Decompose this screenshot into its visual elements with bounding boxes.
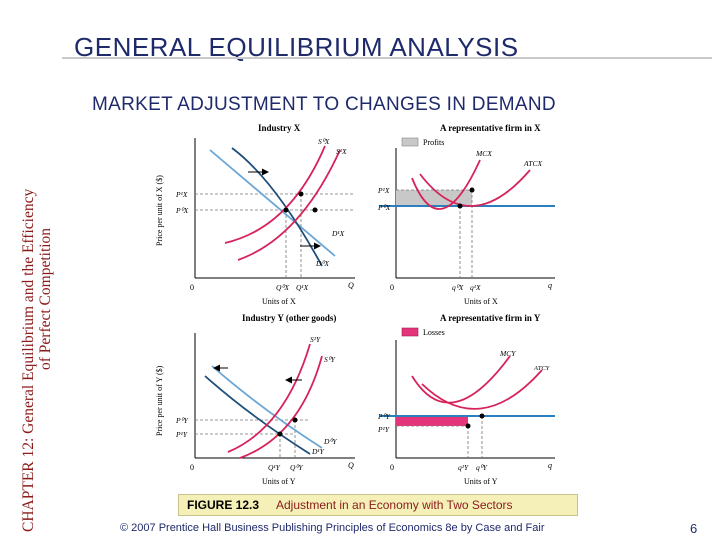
- industry-x-demand-old: [209, 149, 336, 257]
- firm-x-title: A representative firm in X: [440, 123, 541, 133]
- industry-x-label-s0: S⁰X: [318, 137, 330, 146]
- industry-y-eq-initial: [292, 417, 298, 423]
- industry-x-eq-initial: [283, 207, 289, 213]
- firm-x-label-q0: q⁰X: [452, 283, 464, 292]
- industry-x-supply-old: [224, 145, 326, 244]
- panel-industry-y: Industry Y (other goods) Price per unit …: [155, 313, 355, 486]
- firm-x-legend-swatch: [401, 137, 419, 147]
- firm-y-label-mc: MCY: [499, 349, 516, 358]
- page-subtitle: MARKET ADJUSTMENT TO CHANGES IN DEMAND: [92, 94, 556, 115]
- firm-x-label-q1: q¹X: [470, 283, 481, 292]
- firm-y-mc-curve: [411, 355, 511, 404]
- industry-y-eq-new: [277, 431, 283, 437]
- industry-y-label-p1: P¹Y: [175, 430, 188, 439]
- firm-y-title: A representative firm in Y: [440, 313, 541, 323]
- industry-y-label-s0: S⁰Y: [324, 355, 336, 364]
- industry-x-y-axis-label: Price per unit of X ($): [155, 175, 164, 246]
- firm-x-mc-curve: [411, 159, 481, 210]
- industry-x-label-p1: P¹X: [175, 190, 188, 199]
- firm-x-label-atc: ATCX: [523, 159, 542, 168]
- firm-y-atc-curve: [421, 369, 543, 410]
- industry-x-demand-new: [231, 147, 323, 267]
- firm-y-label-q0: q⁰Y: [476, 463, 488, 472]
- panel-industry-x: Industry X Price per unit of X ($) 0 Q U…: [155, 123, 355, 306]
- panel-firm-x: A representative firm in X Profits 0 q U…: [377, 123, 555, 306]
- industry-x-label-d1: D¹X: [331, 229, 345, 238]
- industry-y-origin: 0: [190, 463, 194, 472]
- industry-y-q-label: Q: [348, 461, 354, 470]
- firm-x-atc-curve: [419, 169, 531, 207]
- firm-y-origin: 0: [390, 463, 394, 472]
- figure-caption-text: Adjustment in an Economy with Two Sector…: [276, 498, 513, 512]
- industry-y-label-d0: D⁰Y: [323, 437, 337, 446]
- industry-x-q-label: Q: [348, 281, 354, 290]
- firm-x-q-label: q: [548, 281, 552, 290]
- panel-firm-y: A representative firm in Y Losses 0 q Un…: [377, 313, 555, 486]
- firm-x-label-mc: MCX: [475, 149, 492, 158]
- side-title: CHAPTER 12: General Equilibrium and the …: [0, 0, 58, 540]
- firm-x-label-p0: P⁰X: [377, 203, 391, 212]
- industry-x-label-q0: Q⁰X: [276, 283, 289, 292]
- industry-x-supply-new: [237, 149, 341, 261]
- figure-caption: FIGURE 12.3 Adjustment in an Economy wit…: [178, 494, 578, 516]
- firm-x-x-axis-label: Units of X: [464, 297, 498, 306]
- industry-x-label-s1: S¹X: [336, 147, 347, 156]
- side-title-line2: of Perfect Competition: [37, 228, 54, 370]
- figure-caption-label: FIGURE 12.3: [187, 498, 260, 512]
- firm-y-label-p0: P⁰Y: [377, 412, 391, 421]
- industry-x-eq-final: [312, 207, 318, 213]
- industry-x-label-q1: Q¹X: [296, 283, 309, 292]
- page-number: 6: [690, 521, 698, 536]
- firm-y-losses-area: [396, 416, 468, 426]
- firm-y-eq-new: [465, 423, 471, 429]
- industry-y-label-p0: P⁰Y: [175, 416, 189, 425]
- industry-y-demand-old: [211, 365, 323, 449]
- firm-x-eq-initial: [457, 203, 463, 209]
- figure-12-3: Industry X Price per unit of X ($) 0 Q U…: [150, 118, 570, 490]
- industry-x-label-p0: P⁰X: [175, 206, 189, 215]
- firm-x-label-p1: P¹X: [377, 186, 390, 195]
- industry-x-origin: 0: [190, 283, 194, 292]
- industry-x-eq-new: [298, 191, 304, 197]
- industry-y-title: Industry Y (other goods): [242, 313, 336, 323]
- industry-x-title: Industry X: [258, 123, 301, 133]
- industry-y-x-axis-label: Units of Y: [262, 477, 296, 486]
- industry-x-label-d0: D⁰X: [315, 259, 329, 268]
- firm-y-label-atc: ATCY: [533, 365, 551, 372]
- industry-y-label-d1: D¹Y: [311, 447, 325, 456]
- copyright-footer: © 2007 Prentice Hall Business Publishing…: [120, 522, 545, 534]
- firm-x-origin: 0: [390, 283, 394, 292]
- industry-y-label-q1: Q¹Y: [268, 463, 281, 472]
- firm-y-legend-label: Losses: [423, 328, 445, 337]
- industry-y-y-axis-label: Price per unit of Y ($): [155, 365, 164, 436]
- title-rule: [62, 57, 712, 59]
- industry-y-supply-new: [227, 343, 311, 453]
- industry-x-x-axis-label: Units of X: [262, 297, 296, 306]
- industry-y-label-s1: S¹Y: [310, 335, 321, 344]
- firm-y-q-label: q: [548, 461, 552, 470]
- firm-y-label-q1: q¹Y: [458, 463, 469, 472]
- industry-y-demand-new: [204, 375, 311, 455]
- firm-y-x-axis-label: Units of Y: [464, 477, 498, 486]
- industry-y-label-q0: Q⁰Y: [290, 463, 303, 472]
- side-title-line1: CHAPTER 12: General Equilibrium and the …: [20, 189, 37, 532]
- firm-y-eq-initial: [479, 413, 485, 419]
- industry-y-supply-old: [239, 355, 323, 459]
- firm-x-legend-label: Profits: [423, 138, 444, 147]
- firm-y-label-p1: P¹Y: [377, 425, 390, 434]
- firm-x-eq-new: [469, 187, 475, 193]
- firm-y-legend-swatch: [401, 327, 419, 337]
